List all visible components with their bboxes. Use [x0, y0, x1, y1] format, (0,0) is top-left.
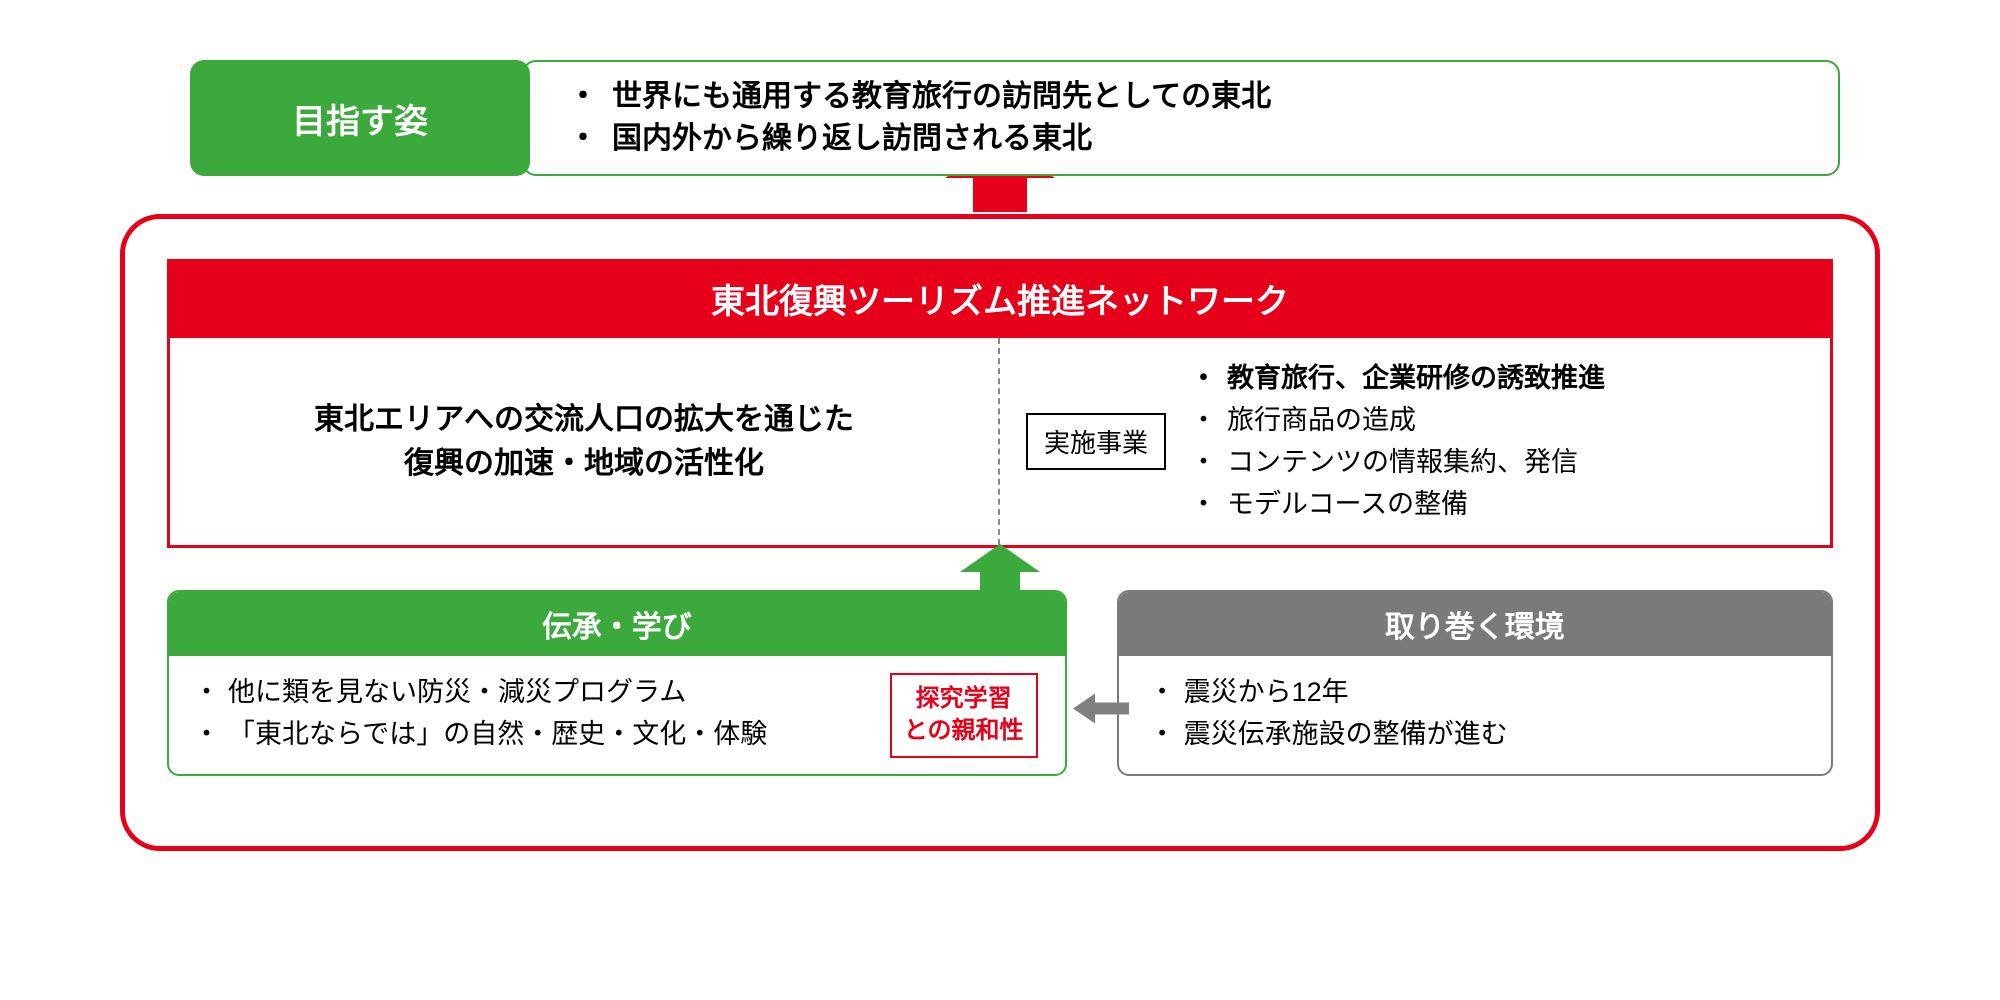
impl-item: ・旅行商品の造成	[1190, 400, 1605, 442]
learning-item: ・「東北ならでは」の自然・歴史・文化・体験	[193, 714, 861, 756]
environment-header: 取り巻く環境	[1119, 592, 1831, 656]
arrow-left-gray-icon	[1073, 694, 1129, 729]
vision-item-text: 世界にも通用する教育旅行の訪問先としての東北	[612, 76, 1271, 118]
inquiry-box: 探究学習 との親和性	[890, 673, 1038, 758]
environment-item: ・震災から12年	[1149, 672, 1807, 714]
impl-item: ・コンテンツの情報集約、発信	[1190, 442, 1605, 484]
bottom-row: 伝承・学び ・他に類を見ない防災・減災プログラム ・「東北ならでは」の自然・歴史…	[167, 590, 1833, 776]
vision-item: ・ 世界にも通用する教育旅行の訪問先としての東北	[568, 76, 1808, 118]
vision-content: ・ 世界にも通用する教育旅行の訪問先としての東北 ・ 国内外から繰り返し訪問され…	[522, 60, 1840, 176]
learning-box: 伝承・学び ・他に類を見ない防災・減災プログラム ・「東北ならでは」の自然・歴史…	[167, 590, 1067, 776]
environment-column: 取り巻く環境 ・震災から12年 ・震災伝承施設の整備が進む	[1117, 590, 1833, 776]
impl-item: ・モデルコースの整備	[1190, 484, 1605, 526]
implementation-label: 実施事業	[1026, 413, 1166, 470]
network-purpose-line1: 東北エリアへの交流人口の拡大を通じた	[314, 398, 854, 442]
arrow-up-green-icon	[167, 544, 1833, 594]
network-implementation: 実施事業 ・教育旅行、企業研修の誘致推進 ・旅行商品の造成 ・コンテンツの情報集…	[1000, 338, 1830, 545]
diagram-root: 目指す姿 ・ 世界にも通用する教育旅行の訪問先としての東北 ・ 国内外から繰り返…	[120, 60, 1880, 940]
main-red-frame: 東北復興ツーリズム推進ネットワーク 東北エリアへの交流人口の拡大を通じた 復興の…	[120, 214, 1880, 851]
environment-items: ・震災から12年 ・震災伝承施設の整備が進む	[1119, 656, 1831, 774]
vision-label: 目指す姿	[190, 60, 530, 176]
vision-item-text: 国内外から繰り返し訪問される東北	[612, 118, 1092, 160]
implementation-list: ・教育旅行、企業研修の誘致推進 ・旅行商品の造成 ・コンテンツの情報集約、発信 …	[1190, 358, 1605, 525]
inquiry-line1: 探究学習	[904, 683, 1024, 715]
environment-box: 取り巻く環境 ・震災から12年 ・震災伝承施設の整備が進む	[1117, 590, 1833, 776]
network-body: 東北エリアへの交流人口の拡大を通じた 復興の加速・地域の活性化 実施事業 ・教育…	[167, 338, 1833, 548]
vision-item: ・ 国内外から繰り返し訪問される東北	[568, 118, 1808, 160]
environment-item: ・震災伝承施設の整備が進む	[1149, 714, 1807, 756]
network-title: 東北復興ツーリズム推進ネットワーク	[167, 259, 1833, 338]
vision-row: 目指す姿 ・ 世界にも通用する教育旅行の訪問先としての東北 ・ 国内外から繰り返…	[190, 60, 1840, 176]
network-purpose-line2: 復興の加速・地域の活性化	[404, 442, 764, 486]
learning-header: 伝承・学び	[169, 592, 1065, 656]
learning-body: ・他に類を見ない防災・減災プログラム ・「東北ならでは」の自然・歴史・文化・体験…	[169, 656, 1065, 774]
impl-item: ・教育旅行、企業研修の誘致推進	[1190, 358, 1605, 400]
learning-items: ・他に類を見ない防災・減災プログラム ・「東北ならでは」の自然・歴史・文化・体験	[169, 656, 875, 774]
network-block: 東北復興ツーリズム推進ネットワーク 東北エリアへの交流人口の拡大を通じた 復興の…	[167, 259, 1833, 548]
inquiry-affinity: 探究学習 との親和性	[875, 656, 1065, 774]
network-purpose: 東北エリアへの交流人口の拡大を通じた 復興の加速・地域の活性化	[170, 338, 1000, 545]
learning-item: ・他に類を見ない防災・減災プログラム	[193, 672, 861, 714]
inquiry-line2: との親和性	[904, 715, 1024, 747]
